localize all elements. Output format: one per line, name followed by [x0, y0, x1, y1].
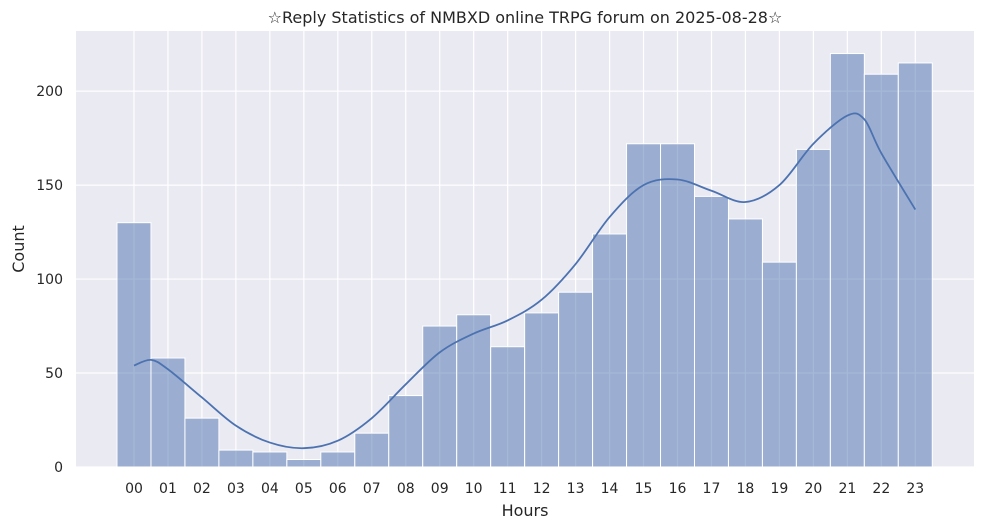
y-tick-label: 100: [36, 272, 63, 288]
histogram-bar-03: [218, 449, 254, 468]
x-tick-label: 11: [499, 481, 517, 497]
x-tick-label: 14: [601, 481, 619, 497]
y-tick-label: 50: [45, 366, 63, 382]
histogram-bar-06: [320, 451, 356, 468]
x-tick-label: 05: [295, 481, 313, 497]
histogram-bar-09: [422, 325, 458, 468]
y-axis-title: Count: [9, 225, 28, 273]
histogram-bar-08: [388, 395, 424, 468]
histogram-bar-16: [660, 143, 695, 468]
histogram-bar-18: [727, 218, 763, 468]
y-tick-labels: 0 50 100 150 200: [36, 84, 63, 476]
x-tick-label: 17: [703, 481, 721, 497]
x-tick-label: 12: [533, 481, 551, 497]
y-tick-label: 150: [36, 178, 63, 194]
x-tick-label: 23: [906, 481, 924, 497]
histogram-bar-02: [184, 417, 220, 468]
histogram-bar-22: [863, 73, 899, 468]
x-tick-label: 04: [261, 481, 279, 497]
histogram-bar-19: [761, 261, 797, 468]
histogram-bars: [116, 53, 933, 468]
x-tick-label: 13: [567, 481, 585, 497]
x-tick-label: 09: [431, 481, 449, 497]
histogram-bar-00: [116, 222, 152, 468]
histogram-bar-11: [490, 346, 526, 468]
x-tick-label: 21: [838, 481, 856, 497]
x-tick-label: 15: [635, 481, 653, 497]
x-tick-label: 08: [397, 481, 415, 497]
histogram-bar-14: [592, 233, 628, 468]
histogram-bar-23: [897, 62, 933, 468]
histogram-bar-10: [456, 314, 492, 468]
y-tick-label: 0: [54, 460, 63, 476]
x-tick-label: 22: [872, 481, 890, 497]
x-axis-title: Hours: [502, 501, 549, 520]
chart-title: ☆Reply Statistics of NMBXD online TRPG f…: [268, 8, 783, 27]
histogram-bar-20: [795, 148, 831, 468]
histogram-bar-01: [150, 357, 186, 468]
kde-curve: [133, 112, 917, 450]
y-tick-label: 200: [36, 84, 63, 100]
histogram-bar-12: [524, 312, 560, 468]
histogram-bar-13: [558, 291, 594, 468]
x-tick-label: 20: [804, 481, 822, 497]
x-tick-label: 16: [669, 481, 687, 497]
x-tick-label: 06: [329, 481, 347, 497]
x-tick-label: 19: [771, 481, 789, 497]
histogram-bar-04: [252, 451, 288, 468]
histogram-bar-05: [286, 458, 322, 468]
x-tick-label: 10: [465, 481, 483, 497]
x-tick-label: 07: [363, 481, 381, 497]
x-tick-label: 18: [737, 481, 755, 497]
x-tick-label: 03: [227, 481, 245, 497]
histogram-bar-15: [626, 143, 662, 468]
histogram-bar-17: [693, 195, 729, 468]
x-tick-label: 01: [159, 481, 177, 497]
x-tick-label: 00: [125, 481, 143, 497]
histogram-bar-07: [354, 432, 390, 468]
x-tick-label: 02: [193, 481, 211, 497]
x-tick-labels: 00 01 02 03 04 05 06 07 08 09 10 11 12 13 14 15 16 17 18 19…: [125, 481, 924, 497]
